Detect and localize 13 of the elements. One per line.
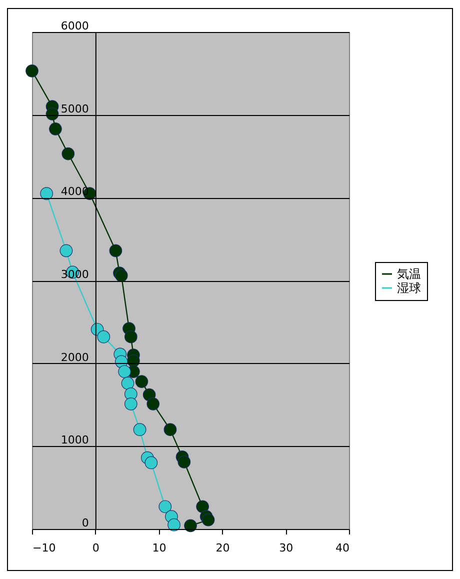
legend-label: 湿球 [397,281,421,295]
y-tick-label: 1000 [60,434,89,447]
x-tick-label: 30 [279,542,294,554]
y-tick-label: 0 [82,516,89,530]
x-tick-label: 10 [152,542,166,554]
x-tick-label: 20 [216,542,230,554]
legend-label: 気温 [397,267,421,281]
y-tick-label: 2000 [60,350,89,364]
x-tick-label: 40 [336,542,350,554]
y-tick-label: 5000 [60,102,89,116]
y-tick-label: 6000 [60,20,89,32]
x-tick-label: 0 [92,542,100,554]
x-tick-label: −10 [32,542,56,554]
